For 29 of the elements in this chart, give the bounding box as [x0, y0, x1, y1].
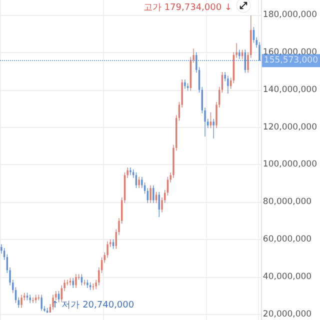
- candlestick: [18, 297, 20, 308]
- y-tick-label: 120,000,000: [262, 122, 318, 132]
- candlestick: [135, 172, 138, 188]
- candlestick: [210, 112, 212, 129]
- y-tick-label: 60,000,000: [262, 234, 312, 245]
- candlestick: [40, 294, 42, 311]
- candlestick: [227, 75, 229, 94]
- candlestick: [238, 49, 240, 60]
- annotation: 고가 179,734,000 ↓: [143, 2, 232, 13]
- candlestick: [184, 79, 186, 90]
- candlestick: [138, 176, 140, 188]
- candlestick: [86, 279, 88, 288]
- y-tick-label: 180,000,000: [262, 10, 318, 20]
- y-tick-label: 80,000,000: [262, 197, 312, 208]
- candlestick: [212, 118, 214, 139]
- annotation: ↑ 저가 20,740,000: [51, 300, 134, 310]
- y-tick-label: 140,000,000: [262, 84, 318, 95]
- candlestick: [75, 274, 77, 288]
- y-tick-label: 40,000,000: [262, 272, 312, 282]
- candlestick: [52, 294, 54, 310]
- candlestick: [84, 279, 86, 286]
- candlestick: [150, 184, 152, 204]
- y-tick-label: 20,000,000: [262, 309, 312, 320]
- candlestick: [152, 184, 154, 204]
- y-tick-label: 100,000,000: [262, 160, 318, 170]
- ref-line-label: 155,573,000: [264, 56, 318, 66]
- candlestick: [20, 294, 22, 308]
- candlestick: [130, 167, 132, 176]
- candlestick: [32, 297, 34, 304]
